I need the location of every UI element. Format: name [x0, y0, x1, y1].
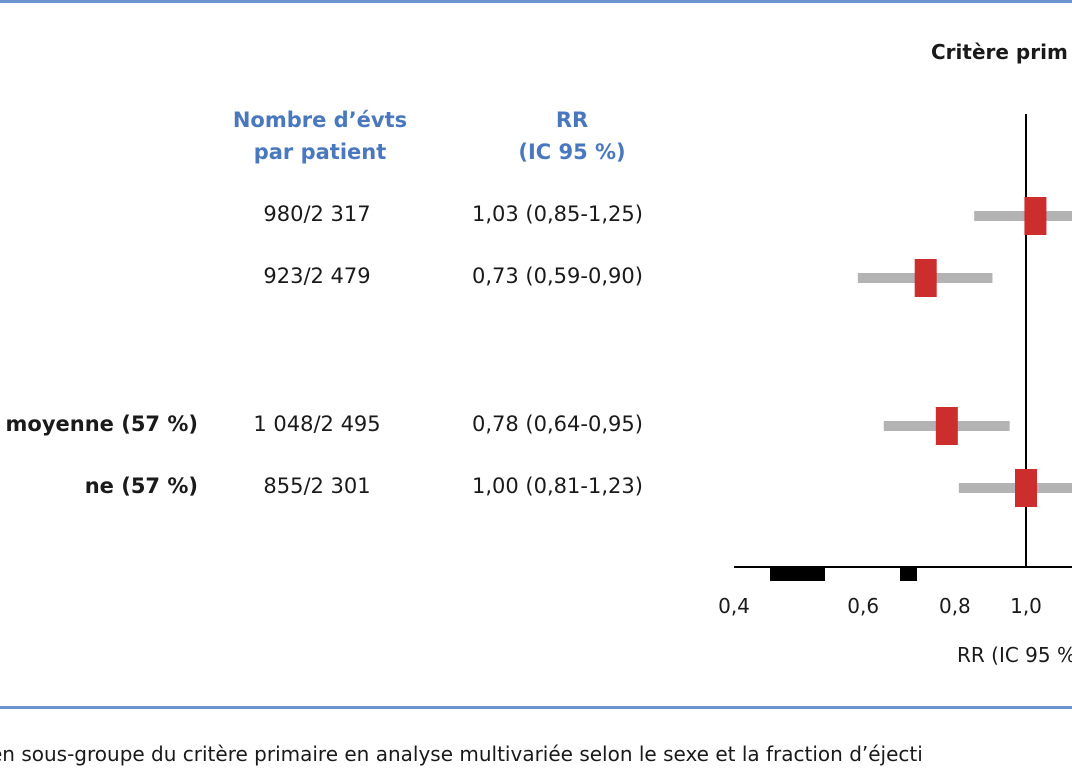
rr-column-header: RR (IC 95 %)	[497, 104, 647, 168]
row-rr: 0,78 (0,64-0,95)	[472, 412, 643, 436]
estimate-marker	[1015, 469, 1037, 507]
rr-header-line-2: (IC 95 %)	[518, 140, 626, 164]
estimate-marker	[914, 259, 937, 297]
row-events: 855/2 301	[263, 474, 371, 498]
top-rule	[0, 0, 1072, 3]
row-rr: 1,03 (0,85-1,25)	[472, 202, 643, 226]
x-axis-label: RR (IC 95 %	[957, 643, 1072, 667]
row-rr: 0,73 (0,59-0,90)	[472, 264, 643, 288]
row-label: ne (57 %)	[84, 474, 198, 498]
row-events: 923/2 479	[263, 264, 371, 288]
chart-title: Critère prim	[931, 40, 1068, 64]
x-tick-label: 0,4	[718, 594, 750, 618]
ci-bar	[974, 211, 1072, 221]
axis-tick-block	[770, 567, 825, 581]
row-events: 1 048/2 495	[253, 412, 381, 436]
row-rr: 1,00 (0,81-1,23)	[472, 474, 643, 498]
events-header-line-1: Nombre d’évts	[232, 108, 408, 132]
row-label: n moyenne (57 %)	[0, 412, 198, 436]
figure-caption: en sous-groupe du critère primaire en an…	[0, 742, 923, 766]
estimate-marker	[1024, 197, 1047, 235]
estimate-marker	[935, 407, 958, 445]
bottom-rule	[0, 706, 1072, 709]
events-header-line-2: par patient	[253, 140, 387, 164]
x-tick-label: 0,6	[847, 594, 879, 618]
x-tick-label: 0,8	[939, 594, 971, 618]
axis-tick-block	[900, 567, 917, 581]
events-column-header: Nombre d’évts par patient	[220, 104, 420, 168]
rr-header-line-1: RR	[555, 108, 589, 132]
x-tick-label: 1,0	[1010, 594, 1042, 618]
row-events: 980/2 317	[263, 202, 371, 226]
